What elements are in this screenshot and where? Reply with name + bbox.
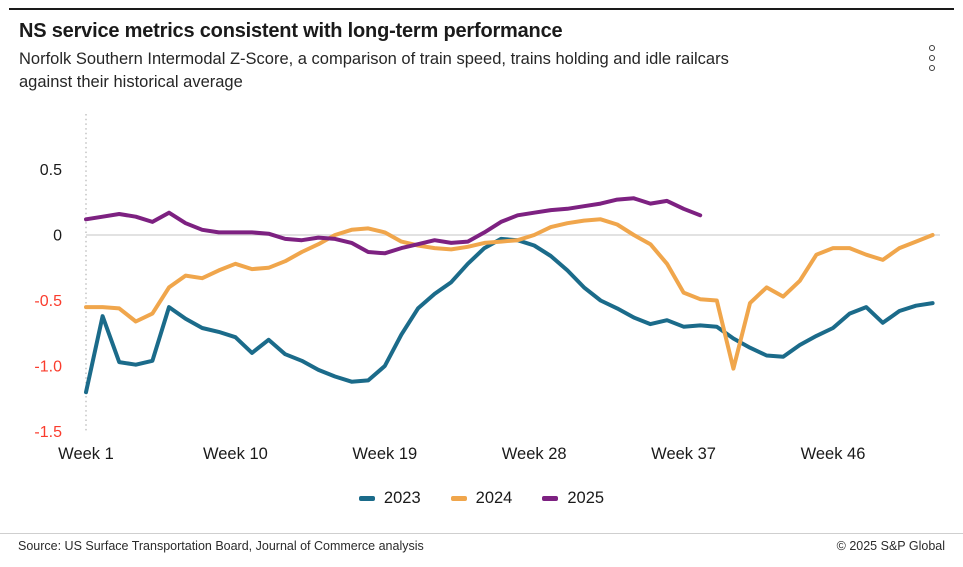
kebab-dot-icon <box>929 55 935 61</box>
legend-label-2023: 2023 <box>383 489 421 507</box>
y-axis-tick-label: -0.5 <box>34 293 62 310</box>
x-axis-tick-label: Week 19 <box>352 445 417 463</box>
kebab-menu-button[interactable] <box>927 43 937 73</box>
legend-item-2024[interactable]: 2024 <box>450 489 513 508</box>
subtitle-line-1: Norfolk Southern Intermodal Z-Score, a c… <box>19 50 729 68</box>
source-attribution: Source: US Surface Transportation Board,… <box>18 539 424 553</box>
plot-area: 0.5 0 -0.5 -1.0 -1.5 Week 1 Week 10 Week 19 Week… <box>0 100 963 470</box>
y-axis-tick-label: 0 <box>53 228 62 245</box>
footer: Source: US Surface Transportation Board,… <box>0 539 963 553</box>
legend-swatch-2024-icon <box>450 496 467 501</box>
top-border-rule <box>9 8 954 10</box>
legend-item-2023[interactable]: 2023 <box>358 489 421 508</box>
kebab-dot-icon <box>929 45 935 51</box>
x-axis-tick-label: Week 37 <box>651 445 716 463</box>
subtitle-line-2: against their historical average <box>19 73 243 91</box>
legend-label-2024: 2024 <box>475 489 513 507</box>
x-axis-tick-label: Week 46 <box>801 445 866 463</box>
x-axis-tick-label: Week 1 <box>58 445 114 463</box>
chart-subtitle: Norfolk Southern Intermodal Z-Score, a c… <box>19 48 729 94</box>
footer-divider <box>0 533 963 534</box>
chart-legend: 2023 2024 2025 <box>0 489 963 508</box>
kebab-dot-icon <box>929 65 935 71</box>
x-axis-tick-label: Week 28 <box>502 445 567 463</box>
copyright-notice: © 2025 S&P Global <box>836 539 945 553</box>
legend-item-2025[interactable]: 2025 <box>542 489 604 508</box>
y-axis-tick-label: -1.5 <box>34 424 62 441</box>
series-line-2023 <box>84 236 935 395</box>
page-title: NS service metrics consistent with long-… <box>19 20 563 42</box>
legend-swatch-2023-icon <box>358 496 375 501</box>
legend-swatch-2025-icon <box>542 496 559 501</box>
legend-label-2025: 2025 <box>567 489 605 507</box>
x-axis-tick-label: Week 10 <box>203 445 268 463</box>
zscore-line-chart: 0.5 0 -0.5 -1.0 -1.5 Week 1 Week 10 Week 19 Week… <box>34 114 940 463</box>
series-line-2025 <box>84 196 703 256</box>
y-axis-tick-label: -1.0 <box>34 359 62 376</box>
y-axis-tick-label: 0.5 <box>40 162 62 179</box>
series-line-2024 <box>84 217 935 371</box>
